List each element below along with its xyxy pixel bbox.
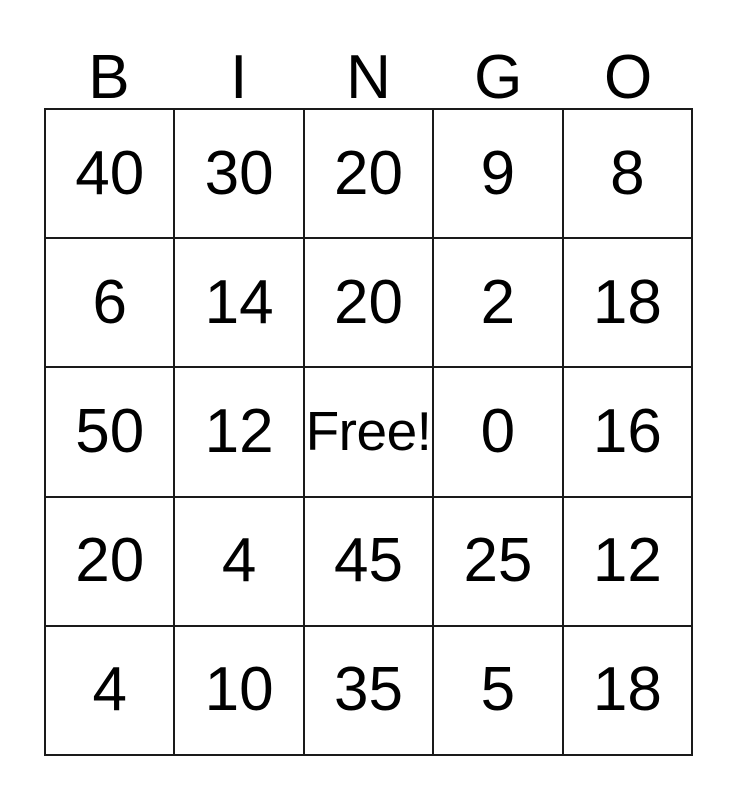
bingo-cell[interactable]: 12: [175, 368, 305, 498]
bingo-header-row: B I N G O: [44, 36, 693, 113]
bingo-row: 4 10 35 5 18: [46, 626, 694, 756]
bingo-row: 20 4 45 25 12: [46, 497, 694, 627]
bingo-cell[interactable]: 4: [175, 497, 305, 627]
bingo-column-letter: I: [230, 43, 248, 113]
bingo-row: 40 30 20 9 8: [46, 110, 694, 240]
bingo-cell[interactable]: 30: [175, 110, 305, 240]
bingo-cell-value: 12: [592, 526, 662, 596]
bingo-cell[interactable]: 2: [434, 239, 564, 369]
bingo-cell[interactable]: 16: [563, 368, 694, 498]
bingo-cell-value: 6: [92, 267, 127, 337]
bingo-card: B I N G O 40 30 20 9 8 6 14 20 2 18: [44, 36, 694, 756]
bingo-column-letter: O: [603, 43, 653, 113]
bingo-cell[interactable]: 0: [434, 368, 564, 498]
bingo-column-header-b: B: [44, 36, 174, 113]
bingo-cell-value: 50: [75, 396, 145, 466]
bingo-cell-value: 0: [480, 396, 516, 466]
bingo-cell-value: 2: [480, 267, 516, 337]
bingo-cell-value: 4: [92, 655, 127, 725]
bingo-cell[interactable]: 35: [304, 626, 435, 756]
bingo-column-header-n: N: [304, 36, 434, 113]
bingo-row: 50 12 Free! 0 16: [46, 368, 694, 498]
bingo-cell[interactable]: 12: [563, 497, 694, 627]
bingo-cell-value: 25: [463, 526, 533, 596]
bingo-cell[interactable]: 5: [434, 626, 564, 756]
bingo-cell[interactable]: 45: [304, 497, 435, 627]
bingo-cell-value: 18: [592, 267, 662, 337]
bingo-cell[interactable]: 25: [434, 497, 564, 627]
bingo-cell[interactable]: 9: [434, 110, 564, 240]
bingo-cell-value: 20: [75, 526, 145, 596]
bingo-cell-value: 14: [204, 267, 274, 337]
bingo-column-letter: G: [474, 43, 523, 113]
bingo-cell-value: 5: [480, 655, 516, 725]
bingo-cell[interactable]: 40: [46, 110, 176, 240]
bingo-cell-value: 10: [204, 655, 274, 725]
bingo-cell-value: 12: [204, 396, 274, 466]
bingo-cell-value: 4: [221, 526, 257, 596]
bingo-column-header-g: G: [433, 36, 563, 113]
bingo-cell-value: 45: [334, 526, 403, 596]
bingo-cell-value: 40: [75, 138, 145, 208]
bingo-grid: 40 30 20 9 8 6 14 20 2 18 50 12 Free! 0 …: [44, 108, 694, 756]
bingo-cell-value: 20: [334, 267, 403, 337]
bingo-cell[interactable]: 18: [563, 626, 694, 756]
bingo-cell[interactable]: 20: [304, 110, 435, 240]
bingo-cell-value: 20: [334, 138, 403, 208]
bingo-column-letter: N: [346, 43, 391, 113]
bingo-cell-value: 35: [334, 655, 403, 725]
bingo-column-header-i: I: [174, 36, 304, 113]
bingo-cell[interactable]: 10: [175, 626, 305, 756]
bingo-cell-value: 16: [592, 396, 662, 466]
bingo-column-header-o: O: [563, 36, 693, 113]
bingo-cell-value: 9: [480, 138, 516, 208]
bingo-cell-value: 18: [592, 655, 662, 725]
bingo-cell-value: 30: [204, 138, 274, 208]
bingo-free-space-label: Free!: [305, 400, 432, 463]
bingo-cell[interactable]: 20: [304, 239, 435, 369]
bingo-cell[interactable]: 18: [563, 239, 694, 369]
bingo-row: 6 14 20 2 18: [46, 239, 694, 369]
bingo-cell[interactable]: 4: [46, 626, 176, 756]
bingo-column-letter: B: [88, 43, 130, 113]
bingo-cell-value: 8: [610, 138, 645, 208]
bingo-cell[interactable]: 50: [46, 368, 176, 498]
bingo-cell[interactable]: 6: [46, 239, 176, 369]
bingo-cell[interactable]: 8: [563, 110, 694, 240]
bingo-cell[interactable]: 20: [46, 497, 176, 627]
bingo-cell[interactable]: 14: [175, 239, 305, 369]
bingo-free-space-cell[interactable]: Free!: [304, 368, 435, 498]
